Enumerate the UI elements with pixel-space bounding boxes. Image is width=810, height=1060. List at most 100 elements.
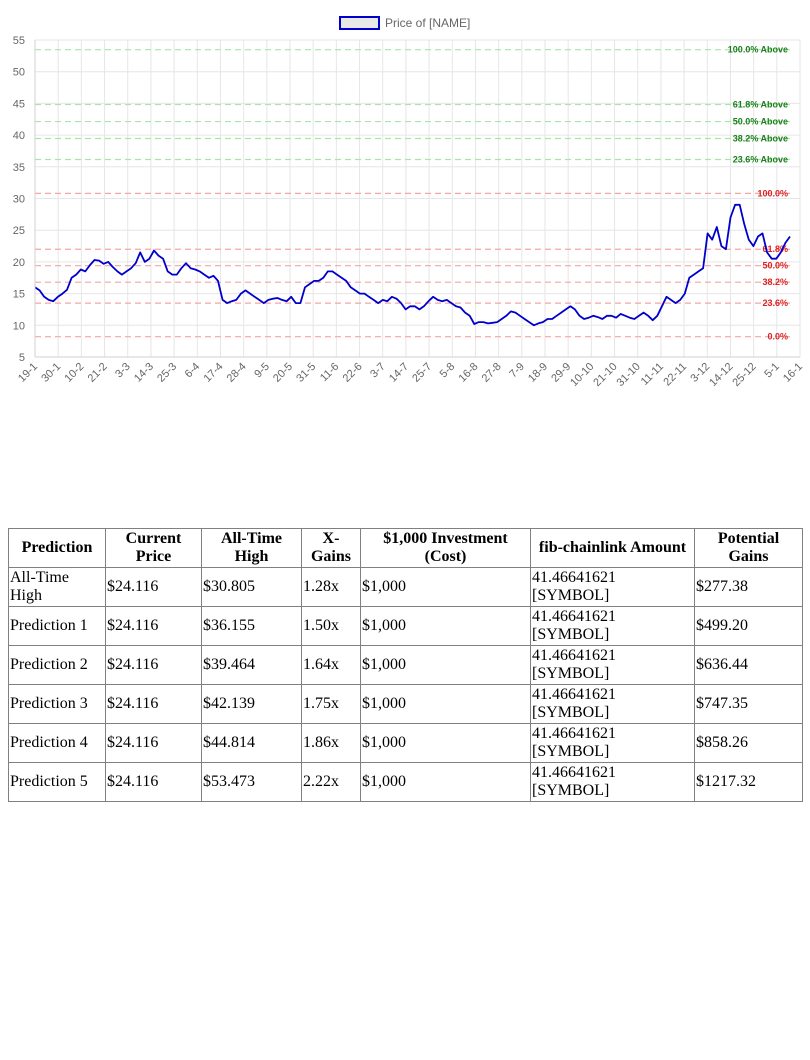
table-row: Prediction 5 $24.116 $53.473 2.22x $1,00… bbox=[8, 762, 803, 802]
x-tick-label: 31-10 bbox=[614, 361, 642, 389]
fib-level-label: 61.8% bbox=[762, 244, 788, 254]
x-tick-label: 16-8 bbox=[457, 361, 481, 385]
x-tick-label: 27-8 bbox=[480, 361, 504, 385]
x-tick-label: 14-7 bbox=[387, 361, 411, 385]
x-tick-label: 7-9 bbox=[507, 361, 527, 381]
cell-potential-gains: $747.35 bbox=[694, 684, 803, 724]
fib-level-label: 38.2% Above bbox=[733, 133, 788, 143]
table-row: Prediction 4 $24.116 $44.814 1.86x $1,00… bbox=[8, 723, 803, 763]
cell-current-price: $24.116 bbox=[105, 567, 202, 607]
x-tick-label: 14-12 bbox=[707, 361, 735, 389]
prediction-table: Prediction Current Price All-Time High X… bbox=[8, 528, 803, 802]
fib-level-label: 50.0% bbox=[762, 261, 788, 271]
cell-amount: 41.46641621 [SYMBOL] bbox=[530, 606, 695, 646]
y-tick-label: 40 bbox=[13, 130, 25, 142]
x-tick-label: 30-1 bbox=[39, 361, 63, 385]
cell-x-gains: 1.50x bbox=[301, 606, 361, 646]
x-tick-label: 10-2 bbox=[62, 361, 86, 385]
cell-potential-gains: $858.26 bbox=[694, 723, 803, 763]
cell-x-gains: 1.28x bbox=[301, 567, 361, 607]
fib-level-label: 50.0% Above bbox=[733, 117, 788, 127]
table-row: All-Time High $24.116 $30.805 1.28x $1,0… bbox=[8, 567, 803, 607]
chart-legend[interactable]: Price of [NAME] bbox=[339, 16, 470, 30]
cell-current-price: $24.116 bbox=[105, 723, 202, 763]
x-tick-label: 10-10 bbox=[568, 361, 596, 389]
header-all-time-high: All-Time High bbox=[201, 528, 302, 568]
y-tick-label: 15 bbox=[13, 289, 25, 301]
x-tick-label: 14-3 bbox=[132, 361, 156, 385]
x-tick-label: 25-7 bbox=[410, 361, 434, 385]
x-tick-label: 5-1 bbox=[762, 361, 782, 381]
fib-level-label: 100.0% Above bbox=[728, 45, 788, 55]
cell-prediction: Prediction 5 bbox=[8, 762, 106, 802]
y-tick-label: 10 bbox=[13, 320, 25, 332]
header-amount: fib-chainlink Amount bbox=[530, 528, 695, 568]
cell-current-price: $24.116 bbox=[105, 684, 202, 724]
chart-axes: 5 10 15 20 25 30 35 40 45 50 55 19-1 30-1 10-2 21-2 3-3… bbox=[13, 35, 805, 389]
header-current-price: Current Price bbox=[105, 528, 202, 568]
fib-level-label: 100.0% bbox=[757, 188, 788, 198]
cell-prediction: Prediction 1 bbox=[8, 606, 106, 646]
cell-prediction: All-Time High bbox=[8, 567, 106, 607]
fib-level-label: 38.2% bbox=[762, 277, 788, 287]
cell-x-gains: 2.22x bbox=[301, 762, 361, 802]
legend-label[interactable]: Price of [NAME] bbox=[385, 16, 470, 30]
header-investment-cost: $1,000 Investment (Cost) bbox=[360, 528, 531, 568]
cell-potential-gains: $277.38 bbox=[694, 567, 803, 607]
cell-current-price: $24.116 bbox=[105, 762, 202, 802]
table-row: Prediction 1 $24.116 $36.155 1.50x $1,00… bbox=[8, 606, 803, 646]
cell-amount: 41.46641621 [SYMBOL] bbox=[530, 684, 695, 724]
x-tick-label: 21-10 bbox=[591, 361, 619, 389]
x-tick-label: 25-12 bbox=[730, 361, 758, 389]
y-tick-label: 45 bbox=[13, 98, 25, 110]
x-tick-label: 31-5 bbox=[294, 361, 318, 385]
x-tick-label: 6-4 bbox=[183, 361, 203, 381]
cell-prediction: Prediction 4 bbox=[8, 723, 106, 763]
header-prediction: Prediction bbox=[8, 528, 106, 568]
cell-amount: 41.46641621 [SYMBOL] bbox=[530, 567, 695, 607]
y-tick-label: 55 bbox=[13, 35, 25, 47]
cell-amount: 41.46641621 [SYMBOL] bbox=[530, 762, 695, 802]
fib-level-label: 23.6% Above bbox=[733, 154, 788, 164]
y-tick-label: 50 bbox=[13, 67, 25, 79]
cell-investment: $1,000 bbox=[360, 762, 531, 802]
chart-grid bbox=[34, 39, 801, 358]
x-tick-label: 20-5 bbox=[271, 361, 295, 385]
table-row: Prediction 2 $24.116 $39.464 1.64x $1,00… bbox=[8, 645, 803, 685]
cell-investment: $1,000 bbox=[360, 567, 531, 607]
x-tick-label: 25-3 bbox=[155, 361, 179, 385]
fib-levels: 100.0% Above 61.8% Above 50.0% Above 38.2% … bbox=[35, 45, 790, 342]
cell-investment: $1,000 bbox=[360, 684, 531, 724]
legend-swatch[interactable] bbox=[339, 16, 380, 30]
cell-current-price: $24.116 bbox=[105, 645, 202, 685]
cell-amount: 41.46641621 [SYMBOL] bbox=[530, 645, 695, 685]
x-tick-label: 21-2 bbox=[86, 361, 110, 385]
cell-x-gains: 1.75x bbox=[301, 684, 361, 724]
cell-investment: $1,000 bbox=[360, 723, 531, 763]
header-x-gains: X-Gains bbox=[301, 528, 361, 568]
x-tick-label: 5-8 bbox=[438, 361, 458, 381]
price-series bbox=[34, 203, 791, 327]
x-tick-label: 22-6 bbox=[341, 361, 365, 385]
cell-current-price: $24.116 bbox=[105, 606, 202, 646]
x-tick-label: 11-11 bbox=[639, 361, 666, 388]
y-tick-label: 5 bbox=[19, 352, 25, 364]
header-potential-gains: Potential Gains bbox=[694, 528, 803, 568]
x-tick-label: 3-3 bbox=[113, 361, 133, 381]
cell-target-price: $39.464 bbox=[201, 645, 302, 685]
cell-investment: $1,000 bbox=[360, 606, 531, 646]
x-tick-label: 28-4 bbox=[225, 361, 249, 385]
y-tick-label: 30 bbox=[13, 194, 25, 206]
x-tick-label: 3-7 bbox=[368, 361, 388, 381]
cell-target-price: $53.473 bbox=[201, 762, 302, 802]
price-line bbox=[34, 203, 791, 327]
x-tick-label: 17-4 bbox=[202, 361, 226, 385]
fib-level-label: 23.6% bbox=[762, 298, 788, 308]
cell-potential-gains: $636.44 bbox=[694, 645, 803, 685]
x-tick-label: 19-1 bbox=[16, 361, 40, 385]
price-chart-svg: 100.0% Above 61.8% Above 50.0% Above 38.2% … bbox=[13, 16, 805, 389]
fib-level-label: 61.8% Above bbox=[733, 100, 788, 110]
y-tick-label: 25 bbox=[13, 225, 25, 237]
cell-prediction: Prediction 2 bbox=[8, 645, 106, 685]
cell-target-price: $30.805 bbox=[201, 567, 302, 607]
